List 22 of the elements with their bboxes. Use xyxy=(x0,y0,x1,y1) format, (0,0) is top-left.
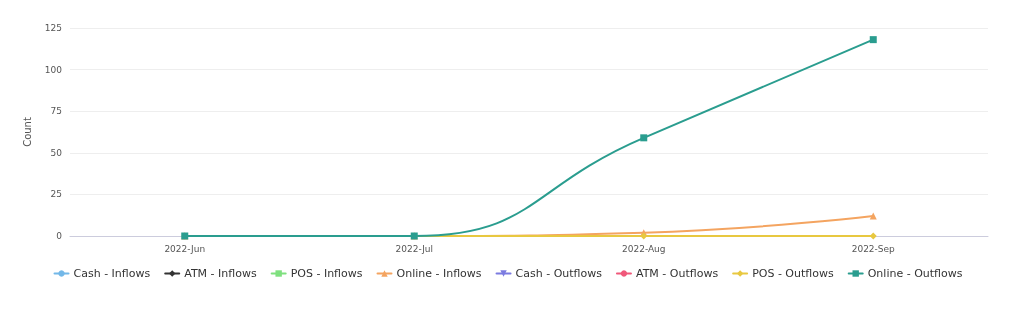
point xyxy=(869,212,877,220)
x-tick-label: 2022-Sep xyxy=(851,243,896,254)
point xyxy=(869,36,877,44)
legend-label: Online - Inflows xyxy=(396,267,482,280)
y-tick-label: 50 xyxy=(50,147,63,158)
legend-label: ATM - Outflows xyxy=(635,267,719,280)
y-axis-title: Count xyxy=(21,117,33,147)
legend-label: POS - Outflows xyxy=(752,267,834,280)
legend-label: ATM - Inflows xyxy=(184,267,257,280)
point xyxy=(640,134,648,142)
legend-label: Online - Outflows xyxy=(867,267,963,280)
legend-label: Cash - Outflows xyxy=(515,267,603,280)
y-tick-label: 0 xyxy=(56,231,63,241)
y-tick-label: 25 xyxy=(50,189,62,200)
legend-label: POS - Inflows xyxy=(290,267,363,280)
legend-label: Cash - Inflows xyxy=(73,267,151,280)
x-tick-label: 2022-Aug xyxy=(621,243,666,254)
y-tick-label: 75 xyxy=(50,106,62,117)
y-tick-label: 100 xyxy=(44,64,63,75)
x-tick-label: 2022-Jul xyxy=(395,243,434,254)
y-tick-label: 125 xyxy=(44,23,62,33)
x-tick-label: 2022-Jun xyxy=(164,243,206,254)
